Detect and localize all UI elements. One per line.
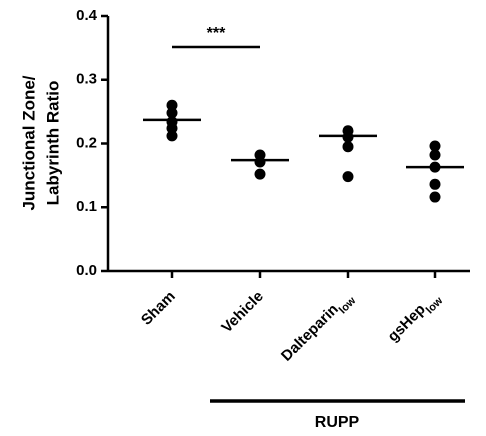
- significance-label: ***: [207, 25, 226, 42]
- data-point: [429, 178, 441, 190]
- y-tick-label: 0.2: [76, 134, 97, 151]
- data-point: [254, 168, 266, 180]
- x-tick-label: Sham: [138, 288, 179, 329]
- data-point: [429, 140, 441, 152]
- data-point: [166, 122, 178, 134]
- x-tick-label: gsHeplow: [384, 288, 445, 349]
- y-tick-label: 0.3: [76, 71, 97, 88]
- category-name: gsHep: [384, 301, 428, 345]
- data-point: [342, 171, 354, 183]
- data-point: [254, 156, 266, 168]
- data-point: [166, 107, 178, 119]
- y-tick-label: 0.0: [76, 262, 97, 279]
- data-point: [342, 141, 354, 153]
- data-point: [429, 191, 441, 203]
- category-name: Sham: [138, 288, 179, 329]
- data-point: [166, 99, 178, 111]
- data-point: [342, 131, 354, 143]
- category-name: Vehicle: [218, 288, 267, 337]
- y-axis-title: Labyrinth Ratio: [43, 81, 62, 206]
- category-name: Dalteparin: [278, 301, 342, 365]
- x-tick-label: Dalteparinlow: [278, 288, 359, 369]
- y-axis-title: Junctional Zone/: [19, 75, 38, 210]
- y-tick-label: 0.4: [76, 7, 98, 24]
- group-label: RUPP: [315, 414, 360, 431]
- data-point: [429, 149, 441, 161]
- data-point: [166, 130, 178, 142]
- y-tick-label: 0.1: [76, 198, 97, 215]
- x-tick-label: Vehicle: [218, 288, 267, 337]
